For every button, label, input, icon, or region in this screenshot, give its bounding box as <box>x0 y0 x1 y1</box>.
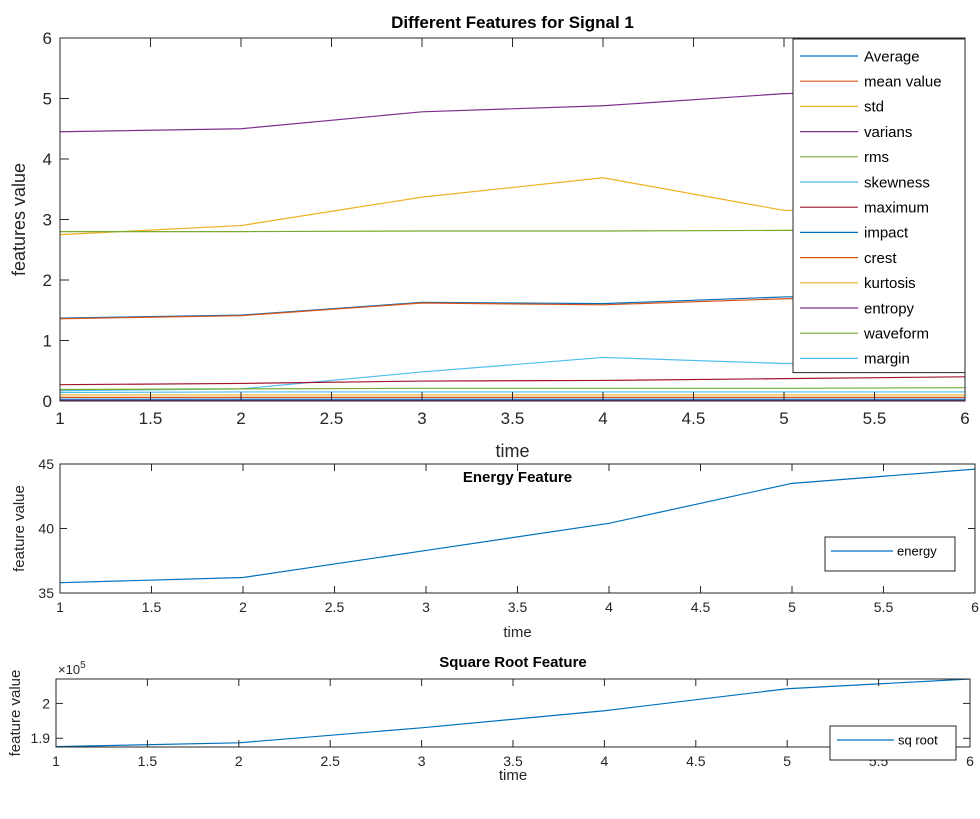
series-group <box>56 679 970 747</box>
legend-entry: entropy <box>864 300 915 317</box>
series-group <box>60 468 975 584</box>
x-tick-label: 1 <box>52 753 60 769</box>
y-axis-label: feature value <box>11 485 28 572</box>
x-tick-label: 3 <box>422 599 430 615</box>
x-tick-label: 2.5 <box>325 599 345 615</box>
x-axis-label: time <box>495 441 529 461</box>
y-tick-label: 5 <box>43 89 52 108</box>
legend-entry: std <box>864 99 884 116</box>
chart-1: Different Features for Signal 1 1 1.5 2 2.5 3… <box>9 13 970 461</box>
legend-entry: maximum <box>864 199 929 216</box>
x-tick-label: 4.5 <box>691 599 711 615</box>
y-tick-label: 4 <box>43 150 52 169</box>
legend: sq root <box>829 725 957 761</box>
x-axis-label: time <box>503 624 531 641</box>
chart-title: Energy Feature <box>463 469 572 486</box>
x-tick-label: 1.5 <box>139 409 163 428</box>
x-tick-label: 4.5 <box>686 753 706 769</box>
series-line-maximum <box>60 376 965 386</box>
x-tick-label: 3 <box>417 409 426 428</box>
x-tick-label: 1.5 <box>138 753 158 769</box>
x-tick-label: 4.5 <box>682 409 706 428</box>
y-axis-label: feature value <box>7 670 24 757</box>
x-tick-label: 3.5 <box>503 753 523 769</box>
x-tick-label: 2.5 <box>320 753 340 769</box>
series-group <box>60 88 965 401</box>
y-tick-label: 0 <box>43 392 52 411</box>
x-tick-label: 2 <box>236 409 245 428</box>
legend-entry: rms <box>864 149 889 166</box>
x-tick-label: 4 <box>598 409 607 428</box>
y-tick-label: 6 <box>43 29 52 48</box>
x-tick-label: 6 <box>966 753 974 769</box>
x-tick-label: 6 <box>960 409 969 428</box>
series-line-energy <box>60 468 975 584</box>
chart-title: Square Root Feature <box>439 654 587 671</box>
x-tick-label: 4 <box>601 753 609 769</box>
x-tick-label: 5.5 <box>863 409 887 428</box>
x-tick-label: 3.5 <box>501 409 525 428</box>
legend-entry: sq root <box>898 733 938 748</box>
x-tick-label: 2 <box>239 599 247 615</box>
legend-entry: energy <box>897 544 937 559</box>
legend: energy <box>824 536 956 572</box>
legend-entry: skewness <box>864 174 930 191</box>
legend-box <box>792 38 966 374</box>
y-tick-label: 40 <box>38 520 54 536</box>
x-tick-label: 3.5 <box>508 599 528 615</box>
y-tick-label: 1.9 <box>31 730 51 746</box>
x-axis-label: time <box>499 767 527 784</box>
y-exponent-label: ×105 <box>58 660 86 677</box>
x-tick-label: 4 <box>605 599 613 615</box>
x-tick-label: 2 <box>235 753 243 769</box>
x-tick-label: 1.5 <box>142 599 162 615</box>
legend-entry: crest <box>864 250 897 267</box>
x-tick-label: 5 <box>788 599 796 615</box>
series-line-margin <box>60 391 965 394</box>
x-tick-label: 1 <box>55 409 64 428</box>
legend-box <box>824 536 956 572</box>
legend-entry: mean value <box>864 73 942 90</box>
legend-entry: kurtosis <box>864 275 916 292</box>
legend-box <box>829 725 957 761</box>
y-tick-label: 2 <box>43 271 52 290</box>
legend-entry: varians <box>864 124 912 141</box>
x-tick-label: 3 <box>418 753 426 769</box>
y-tick-label: 1 <box>43 331 52 350</box>
series-line-waveform <box>60 387 965 391</box>
x-tick-label: 2.5 <box>320 409 344 428</box>
y-tick-label: 3 <box>43 210 52 229</box>
y-tick-label: 2 <box>42 695 50 711</box>
chart-title: Different Features for Signal 1 <box>391 13 634 32</box>
legend-entry: waveform <box>863 325 929 342</box>
chart-2: Energy Feature 1 1.5 2 2.5 3 3.5 4 4.5 5 5.5 6 35 40 4… <box>11 456 979 641</box>
legend-entry: margin <box>864 351 910 368</box>
x-tick-label: 5.5 <box>874 599 894 615</box>
x-tick-label: 1 <box>56 599 64 615</box>
x-tick-label: 5 <box>783 753 791 769</box>
x-tick-label: 5 <box>779 409 788 428</box>
series-line-sq-root <box>56 679 970 747</box>
y-axis-label: features value <box>9 163 29 276</box>
y-tick-label: 35 <box>38 585 54 601</box>
legend-entry: Average <box>864 48 920 65</box>
x-tick-label: 6 <box>971 599 979 615</box>
y-tick-label: 45 <box>38 456 54 472</box>
legend: Average mean value std varians rms skewness ma… <box>792 38 966 374</box>
legend-entry: impact <box>864 225 909 242</box>
